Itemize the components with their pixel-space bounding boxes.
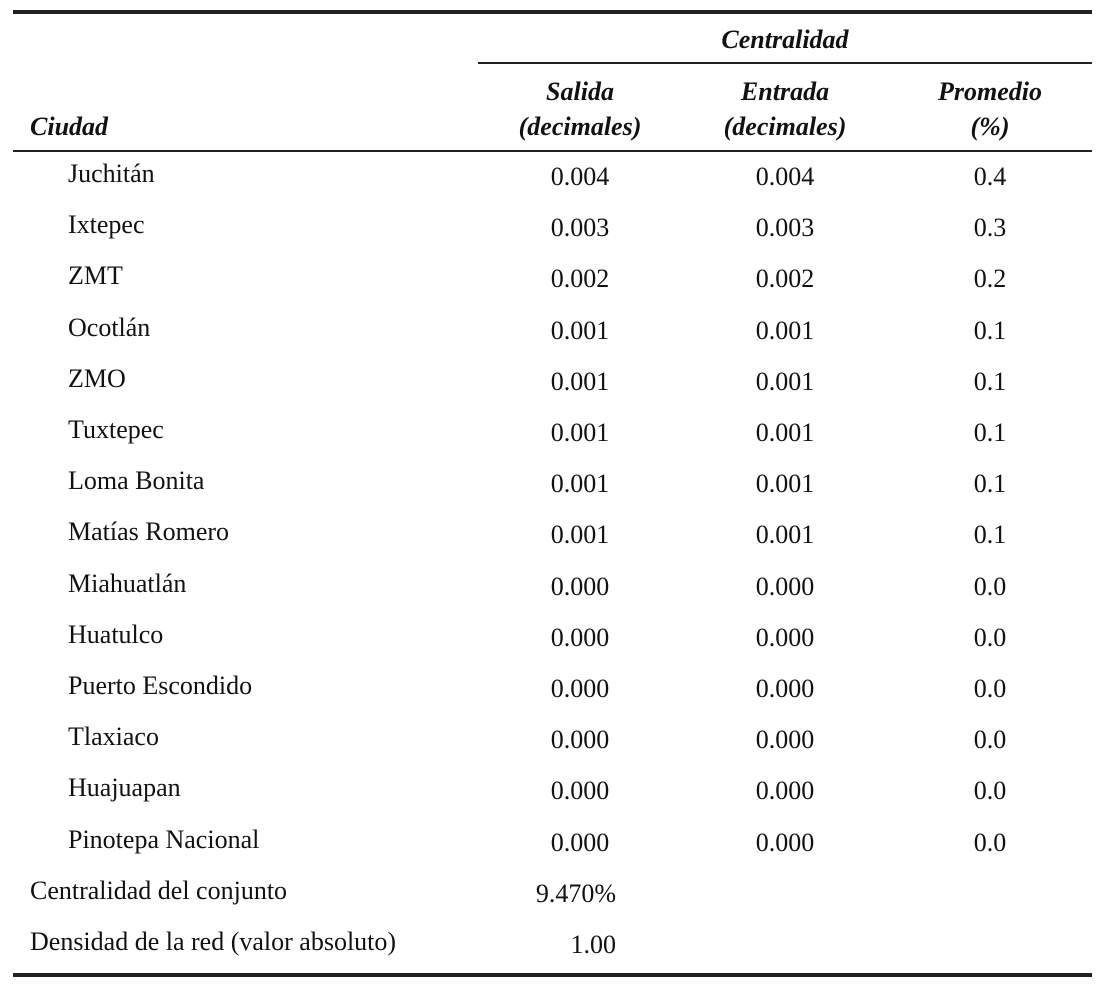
city-name: Miahuatlán [68, 568, 187, 598]
summary-value: 9.470% [535, 878, 616, 908]
cell-value: 0.001 [755, 418, 815, 447]
cell-value: 0.003 [755, 213, 815, 243]
cell-value: 0.0 [973, 776, 1007, 806]
top-rule [13, 10, 1092, 14]
city-name: Huajuapan [68, 773, 181, 803]
cell-value: 0.001 [550, 469, 610, 499]
city-name: ZMO [68, 363, 126, 393]
cell-value: 0.0 [973, 725, 1007, 755]
cell-value: 0.003 [550, 213, 610, 243]
cell-value: 0.1 [973, 366, 1007, 396]
cell-value: 0.0 [973, 827, 1007, 857]
summary-value: 1.00 [570, 930, 617, 959]
city-name: Tlaxiaco [68, 722, 159, 752]
cell-value: 0.000 [755, 827, 815, 857]
cell-value: 0.000 [550, 571, 610, 601]
cell-value: 0.001 [550, 520, 610, 550]
city-name: Pinotepa Nacional [68, 824, 260, 854]
cell-value: 0.1 [973, 418, 1007, 447]
city-name: ZMT [68, 261, 123, 291]
cell-value: 0.000 [755, 776, 815, 806]
column-header: (%) [970, 112, 1010, 141]
cell-value: 0.000 [755, 571, 815, 601]
cell-value: 0.0 [973, 622, 1007, 652]
city-name: Matías Romero [68, 517, 230, 547]
column-header: (decimales) [723, 112, 847, 141]
cell-value: 0.000 [755, 725, 815, 755]
cell-value: 0.0 [973, 674, 1007, 703]
summary-label: Centralidad del conjunto [30, 875, 288, 905]
cell-value: 0.1 [973, 520, 1007, 550]
city-name: Huatulco [68, 619, 164, 649]
group-rule [478, 62, 1092, 64]
cell-value: 0.001 [755, 520, 815, 550]
cell-value: 0.000 [755, 674, 815, 703]
cell-value: 0.001 [550, 315, 610, 345]
cell-value: 0.001 [755, 366, 815, 396]
cell-value: 0.000 [550, 776, 610, 806]
cell-value: 0.000 [550, 725, 610, 755]
column-header: Salida [546, 77, 614, 106]
city-name: Tuxtepec [68, 415, 164, 444]
cell-value: 0.000 [550, 674, 610, 703]
cell-value: 0.1 [973, 469, 1007, 499]
cell-value: 0.000 [755, 622, 815, 652]
cell-value: 0.004 [755, 162, 815, 191]
cell-value: 0.001 [550, 366, 610, 396]
cell-value: 0.3 [973, 213, 1007, 243]
column-header: (decimales) [518, 112, 642, 141]
cell-value: 0.001 [755, 315, 815, 345]
cell-value: 0.002 [755, 264, 815, 294]
column-header: Entrada [740, 77, 830, 106]
header-rule [13, 150, 1092, 152]
cell-value: 0.004 [550, 162, 610, 191]
city-name: Puerto Escondido [68, 671, 253, 700]
cell-value: 0.002 [550, 264, 610, 294]
city-name: Ixtepec [68, 210, 145, 240]
cell-value: 0.0 [973, 571, 1007, 601]
cell-value: 0.001 [755, 469, 815, 499]
cell-value: 0.4 [973, 162, 1007, 191]
cell-value: 0.000 [550, 827, 610, 857]
city-name: Loma Bonita [68, 466, 205, 496]
column-header: Ciudad [30, 112, 109, 141]
column-header: Promedio [938, 77, 1042, 106]
group-header: Centralidad [721, 25, 849, 54]
cell-value: 0.2 [973, 264, 1007, 294]
cell-value: 0.000 [550, 622, 610, 652]
summary-label: Densidad de la red (valor absoluto) [30, 927, 397, 956]
cell-value: 0.1 [973, 315, 1007, 345]
bottom-rule [13, 973, 1092, 977]
city-name: Juchitán [68, 159, 155, 188]
city-name: Ocotlán [68, 312, 151, 342]
cell-value: 0.001 [550, 418, 610, 447]
